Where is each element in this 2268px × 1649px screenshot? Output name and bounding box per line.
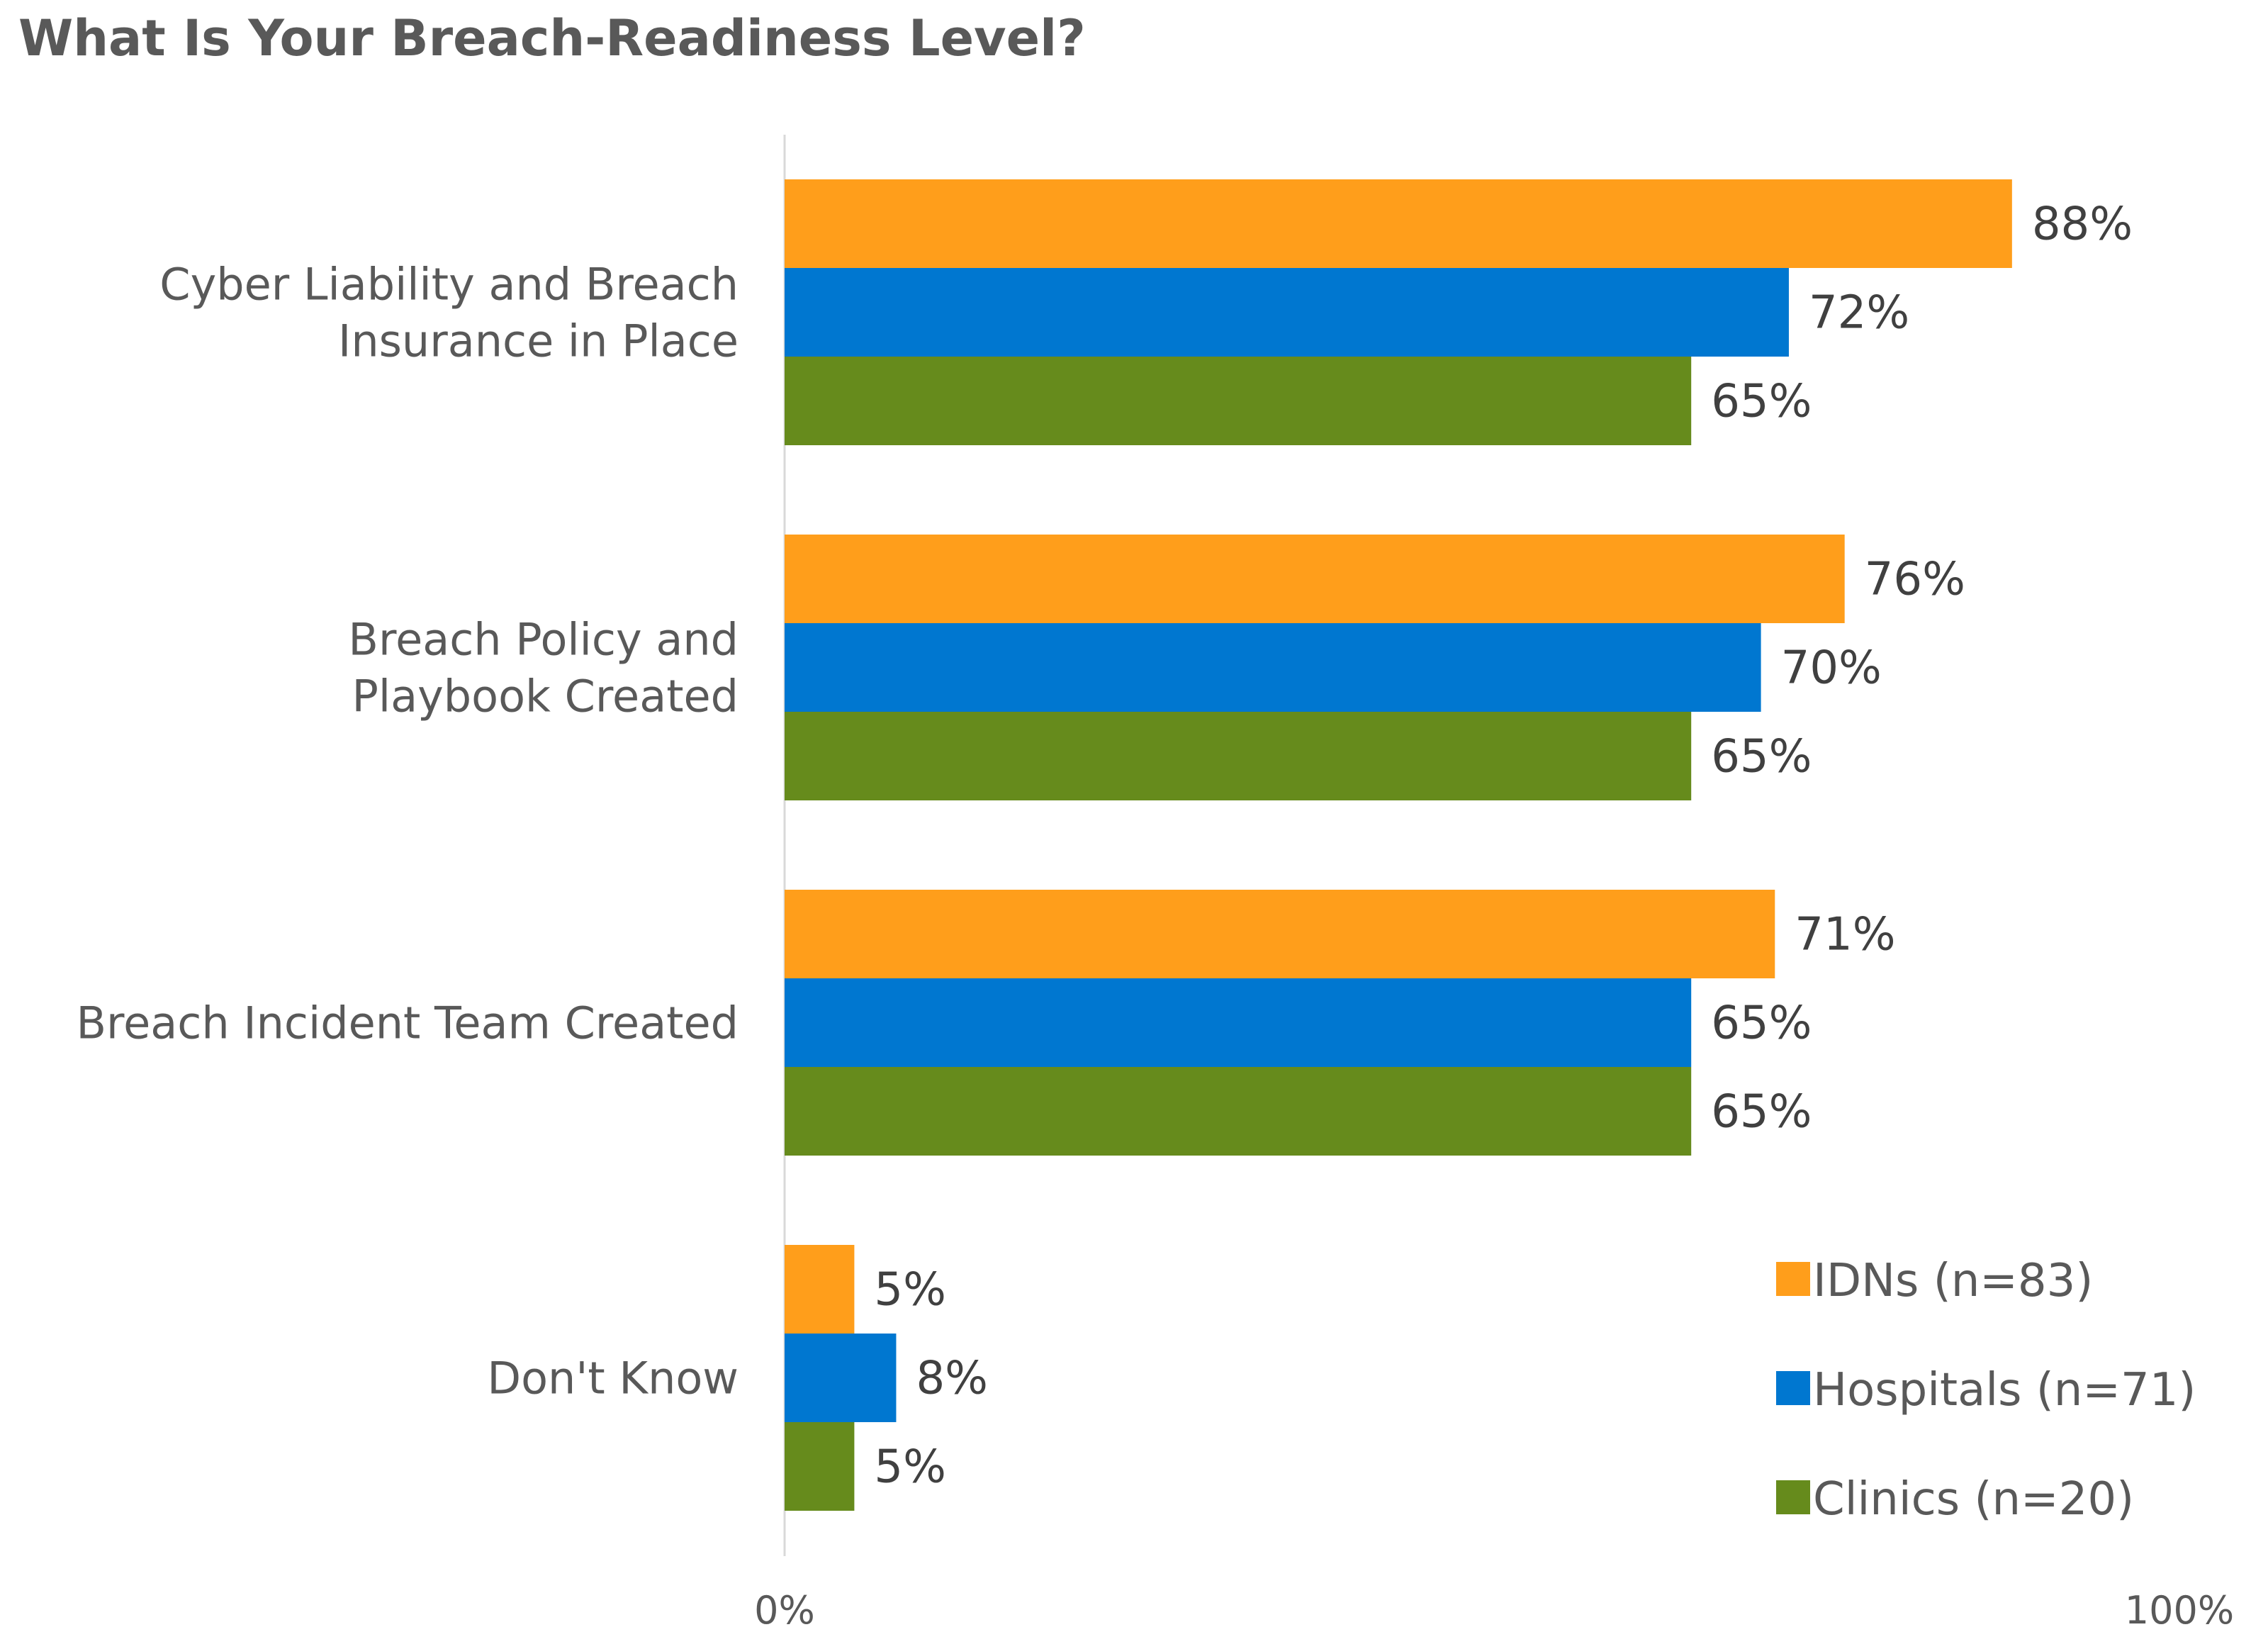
- legend: IDNs (n=83) Hospitals (n=71) Clinics (n=20…: [1776, 1255, 2196, 1526]
- legend-swatch: [1776, 1371, 1810, 1405]
- data-label: 65%: [1711, 997, 1812, 1050]
- category-label: Cyber Liability and Breach: [159, 259, 739, 311]
- x-tick-100: 100%: [2125, 1588, 2234, 1633]
- legend-label: IDNs (n=83): [1813, 1255, 2093, 1307]
- chart-title: What Is Your Breach-Readiness Level?: [18, 9, 1086, 67]
- data-label: 76%: [1865, 554, 1965, 606]
- bar-3-1: [785, 1334, 897, 1422]
- category-label: Insurance in Place: [338, 315, 739, 367]
- bar-0-2: [785, 357, 1692, 445]
- data-label: 5%: [874, 1264, 946, 1317]
- bar-2-2: [785, 1067, 1692, 1156]
- legend-swatch: [1776, 1480, 1810, 1514]
- category-label: Don't Know: [487, 1353, 739, 1404]
- data-label: 65%: [1711, 731, 1812, 783]
- data-label: 65%: [1711, 376, 1812, 428]
- category-label: Playbook Created: [352, 671, 739, 722]
- data-label: 65%: [1711, 1086, 1812, 1139]
- bar-0-1: [785, 268, 1789, 357]
- bar-0-0: [785, 179, 2012, 268]
- bar-2-0: [785, 890, 1775, 978]
- data-label: 5%: [874, 1441, 946, 1494]
- x-tick-0: 0%: [754, 1588, 815, 1633]
- bar-3-2: [785, 1422, 855, 1511]
- data-label: 71%: [1795, 909, 1895, 961]
- bar-1-2: [785, 712, 1692, 800]
- data-label: 72%: [1809, 287, 1909, 340]
- legend-swatch: [1776, 1262, 1810, 1296]
- bar-1-1: [785, 623, 1761, 712]
- category-label: Breach Incident Team Created: [76, 997, 739, 1049]
- bar-1-0: [785, 535, 1845, 623]
- data-label: 70%: [1781, 642, 1882, 695]
- category-label: Breach Policy and: [348, 614, 739, 666]
- data-label: 88%: [2032, 199, 2133, 251]
- bar-2-1: [785, 978, 1692, 1067]
- legend-label: Hospitals (n=71): [1813, 1364, 2196, 1416]
- data-label: 8%: [916, 1353, 988, 1405]
- bar-3-0: [785, 1245, 855, 1334]
- legend-label: Clinics (n=20): [1813, 1473, 2134, 1526]
